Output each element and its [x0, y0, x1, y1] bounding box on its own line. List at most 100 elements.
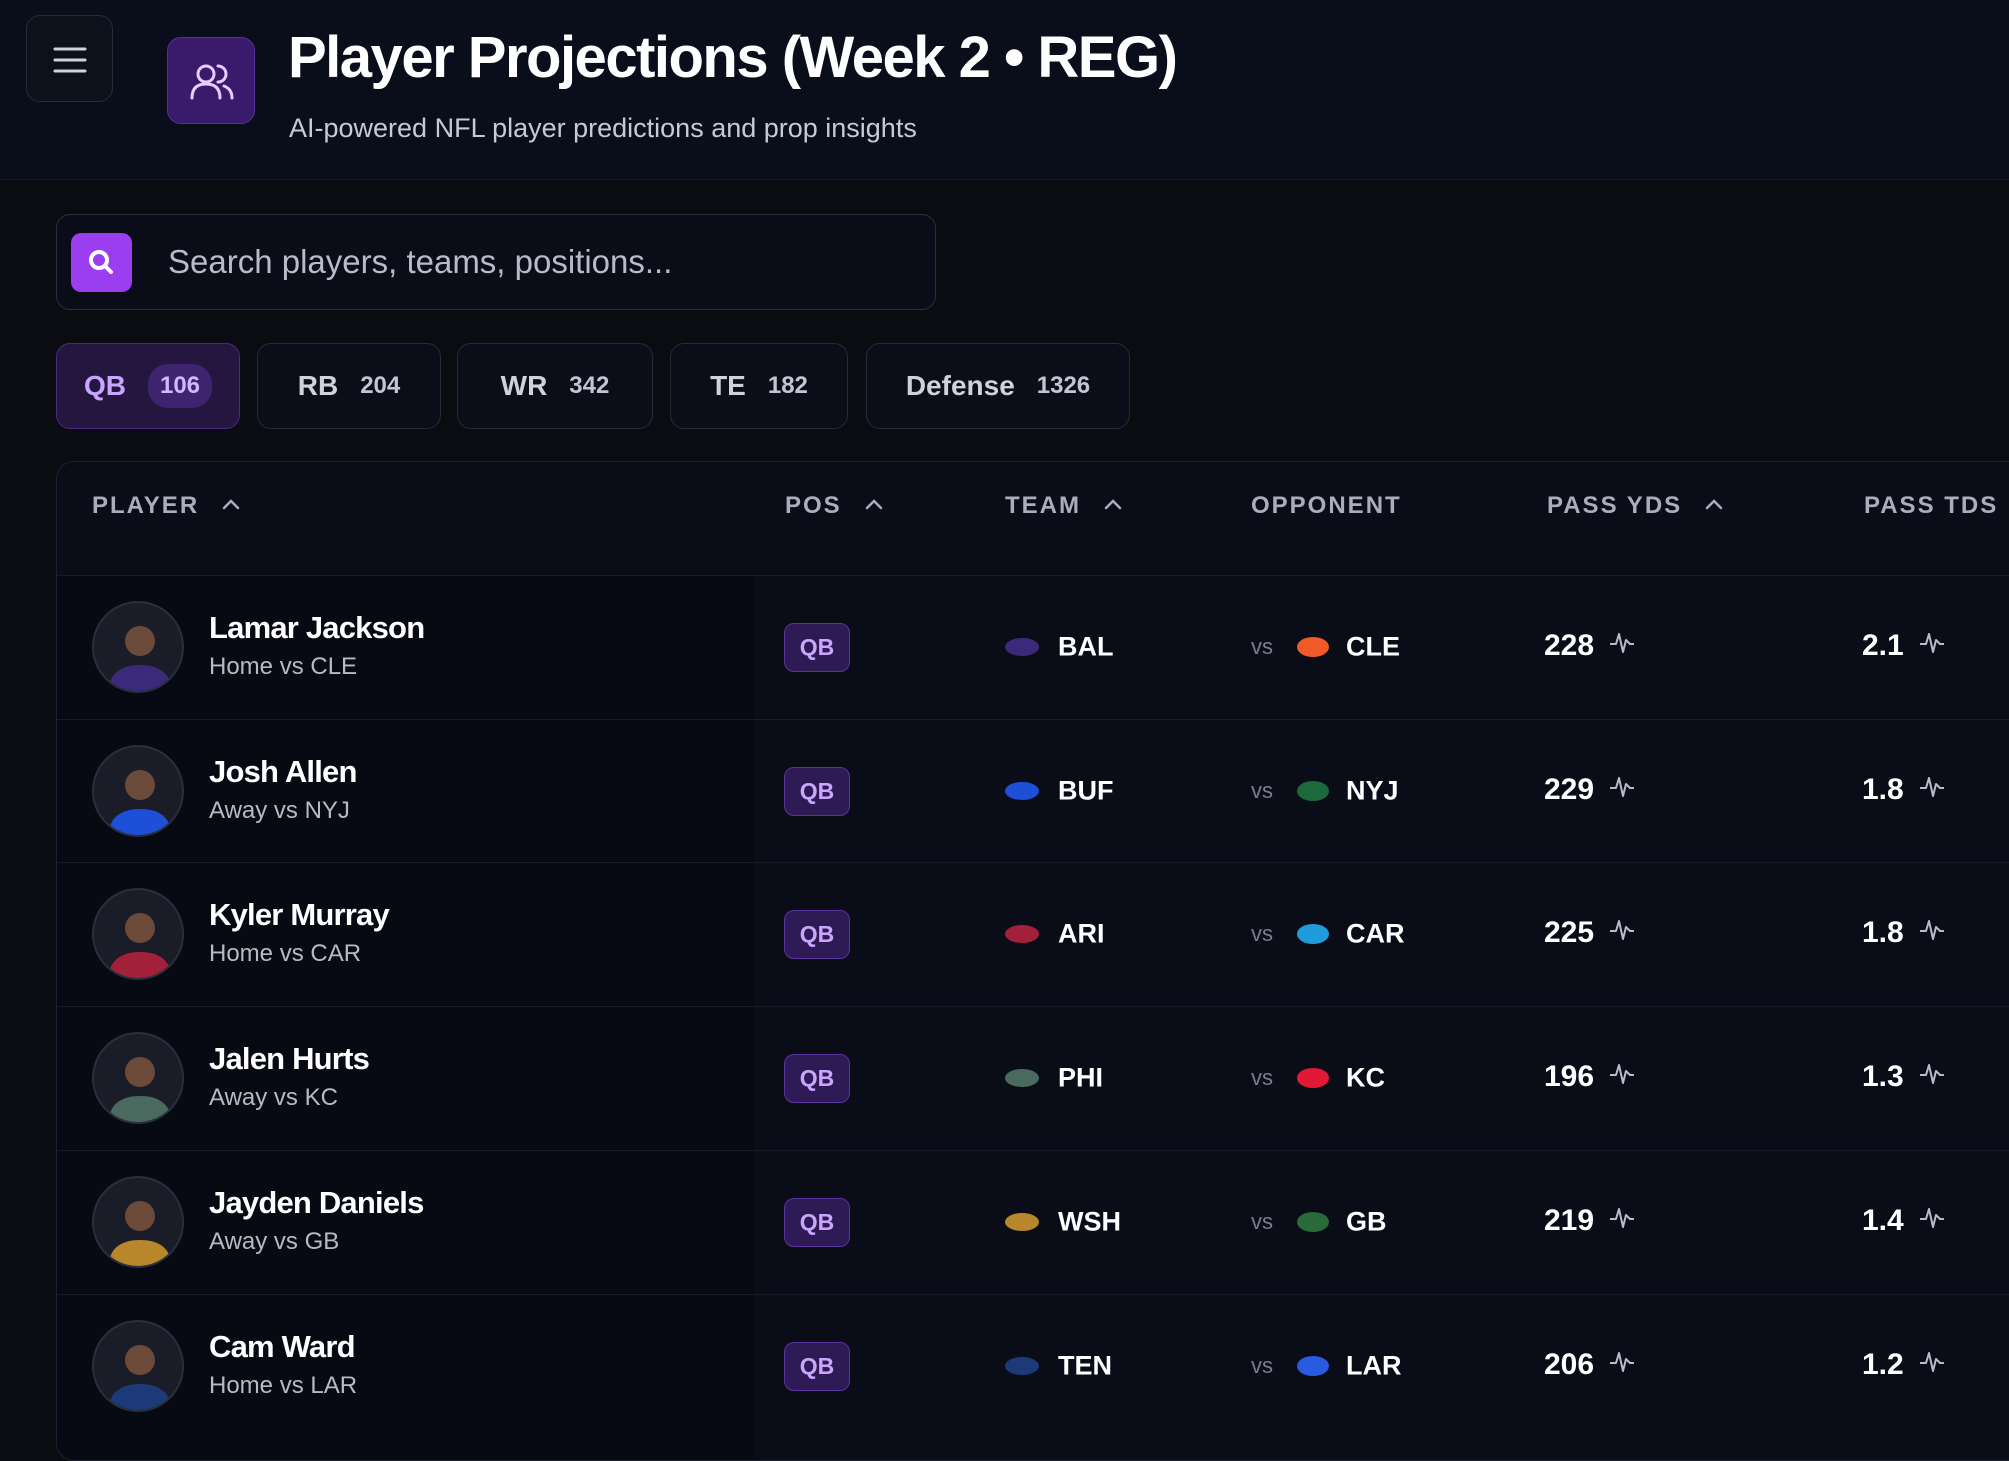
column-header[interactable]: POS — [785, 492, 884, 520]
trend-icon[interactable] — [1918, 1351, 1946, 1384]
opponent-abbr: NYJ — [1346, 775, 1399, 806]
search-placeholder: Search players, teams, positions... — [168, 243, 673, 280]
position-tab[interactable]: QB 106 — [56, 343, 240, 429]
column-header[interactable]: PLAYER — [92, 492, 241, 520]
pass-tds: 1.4 — [1862, 1203, 1946, 1241]
column-header[interactable]: TEAM — [1005, 492, 1123, 520]
tab-count: 204 — [360, 372, 401, 399]
position-badge: QB — [784, 766, 850, 816]
team-logo-svg — [1005, 1069, 1039, 1088]
opponent-logo-svg — [1297, 1068, 1329, 1089]
sort-icon[interactable] — [864, 492, 884, 519]
team-logo — [1003, 1065, 1041, 1096]
pulse — [1610, 633, 1635, 653]
player-name: Kyler Murray — [209, 897, 390, 933]
opponent-logo-svg — [1297, 924, 1329, 945]
table-row[interactable]: Jayden Daniels Away vs GB QB WSH vs GB 219 1.4 — [57, 1149, 2009, 1293]
pulse — [1610, 1351, 1635, 1372]
player-name: Josh Allen — [209, 753, 357, 789]
users-icon — [190, 64, 234, 100]
column-header: PASS TDS — [1864, 492, 1999, 519]
column-header: OPPONENT — [1251, 492, 1402, 519]
avatar-svg — [108, 769, 172, 835]
position-tab[interactable]: Defense 1326 — [866, 343, 1130, 429]
position-badge: QB — [784, 1341, 850, 1391]
trend-icon[interactable] — [1608, 1351, 1636, 1384]
tab-label: Defense — [905, 370, 1015, 401]
table-row[interactable]: Lamar Jackson Home vs CLE QB BAL vs CLE 228 2.1 — [57, 575, 2009, 718]
search-button[interactable] — [71, 233, 132, 292]
page-subtitle: AI-powered NFL player predictions and pr… — [289, 113, 917, 143]
trend-icon[interactable] — [1608, 632, 1636, 665]
team-logo — [1003, 921, 1041, 952]
position-tab[interactable]: RB 204 — [257, 343, 441, 429]
table-row[interactable]: Cam Ward Home vs LAR QB TEN vs LAR 206 1.2 — [57, 1293, 2009, 1437]
player-detail: Away vs KC — [209, 1084, 338, 1112]
chevron — [1104, 499, 1122, 510]
position-tab[interactable]: WR 342 — [457, 343, 653, 429]
trend-icon[interactable] — [1918, 632, 1946, 665]
team-logo — [1003, 1209, 1041, 1240]
team-logo — [1003, 1353, 1041, 1384]
tab-count: 1326 — [1036, 372, 1091, 399]
position-tab[interactable]: TE 182 — [670, 343, 848, 429]
trend-icon[interactable] — [1608, 1207, 1636, 1240]
opponent-logo — [1294, 1065, 1332, 1096]
pulse — [1610, 920, 1635, 941]
trend-icon[interactable] — [1918, 919, 1946, 952]
player-avatar — [92, 1032, 184, 1125]
player-detail: Away vs GB — [209, 1227, 340, 1255]
pass-yds: 229 — [1544, 772, 1636, 810]
trend-icon[interactable] — [1608, 1063, 1636, 1096]
pulse — [1610, 1207, 1635, 1228]
tab-label: TE — [710, 370, 746, 401]
table-row[interactable]: Kyler Murray Home vs CAR QB ARI vs CAR 225 1.8 — [57, 862, 2009, 1005]
sort-icon[interactable] — [1103, 492, 1123, 519]
trend-icon[interactable] — [1608, 919, 1636, 952]
header: Player Projections (Week 2 • REG) AI-pow… — [0, 0, 2009, 180]
position-badge: QB — [784, 1197, 850, 1247]
avatar-svg — [108, 1200, 172, 1266]
pulse — [1919, 633, 1944, 653]
opponent-logo-svg — [1297, 780, 1329, 801]
trend-icon[interactable] — [1608, 776, 1636, 809]
team-abbr: PHI — [1058, 1062, 1104, 1093]
vs-label: vs — [1251, 1352, 1273, 1378]
menu-icon — [53, 47, 87, 73]
team-abbr: WSH — [1058, 1206, 1121, 1237]
pass-yds: 196 — [1544, 1059, 1636, 1097]
column-header[interactable]: PASS YDS — [1547, 492, 1724, 520]
tab-count: 342 — [569, 372, 610, 399]
sort-icon[interactable] — [1704, 492, 1724, 519]
player-name: Jayden Daniels — [209, 1184, 424, 1220]
trend-icon[interactable] — [1918, 1063, 1946, 1096]
team-logo-svg — [1005, 781, 1039, 800]
opponent-logo — [1294, 1353, 1332, 1384]
trend-icon[interactable] — [1918, 1207, 1946, 1240]
opponent-logo — [1294, 778, 1332, 809]
pass-yds: 225 — [1544, 915, 1636, 953]
tab-count: 106 — [147, 364, 213, 408]
opponent-abbr: CLE — [1346, 631, 1400, 662]
pulse — [1919, 920, 1944, 941]
opponent-logo-svg — [1297, 1355, 1329, 1376]
position-badge: QB — [784, 910, 850, 960]
position-badge: QB — [784, 1054, 850, 1104]
table-row[interactable]: Josh Allen Away vs NYJ QB BUF vs NYJ 229 1.8 — [57, 718, 2009, 862]
table-row[interactable]: Jalen Hurts Away vs KC QB PHI vs KC 196 1.3 — [57, 1006, 2009, 1149]
team-logo — [1003, 634, 1041, 665]
tab-label: RB — [297, 370, 339, 401]
sort-icon[interactable] — [221, 492, 241, 519]
trend-icon[interactable] — [1918, 776, 1946, 809]
opponent-logo — [1294, 921, 1332, 952]
avatar-svg — [108, 1344, 172, 1410]
player-detail: Home vs CLE — [209, 653, 358, 680]
search-box[interactable]: Search players, teams, positions... — [56, 214, 936, 310]
vs-label: vs — [1251, 921, 1273, 947]
pass-tds: 1.2 — [1862, 1347, 1946, 1385]
menu-button[interactable] — [26, 15, 113, 102]
player-detail: Home vs CAR — [209, 940, 362, 968]
player-name: Jalen Hurts — [209, 1041, 370, 1077]
